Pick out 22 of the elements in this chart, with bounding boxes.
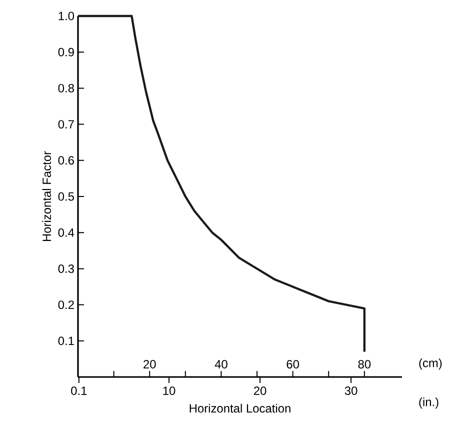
y-axis-title: Horizontal Factor — [42, 151, 52, 242]
y-tick-label: 0.9 — [58, 48, 74, 56]
y-tick-label: 0.6 — [58, 156, 74, 165]
text: (in.) — [419, 397, 438, 409]
y-tick-label: 0.1 — [58, 336, 74, 346]
y-tick-label: 1.0 — [58, 12, 74, 20]
x2-tick-label: 10 — [163, 386, 176, 395]
y-tick-label: 0.3 — [58, 264, 74, 273]
x-tick-label: 20 — [144, 360, 156, 368]
x2-tick-label: 30 — [344, 386, 358, 395]
y-tick-label: 0.5 — [58, 192, 74, 201]
x-tick-label: 40 — [214, 360, 228, 368]
text: (cm) — [419, 358, 442, 370]
y-tick-label: 0.7 — [58, 120, 74, 129]
x2-tick-label: 0.1 — [71, 386, 87, 395]
x2-tick-label: 20 — [254, 386, 266, 395]
x-tick-label: 80 — [358, 360, 371, 368]
y-tick-label: 0.4 — [58, 228, 74, 237]
y-tick-label: 0.2 — [58, 300, 74, 310]
y-tick-label: 0.8 — [58, 84, 74, 92]
x-axis-title: Horizontal Location — [190, 404, 290, 413]
x-tick-label: 60 — [286, 360, 299, 368]
